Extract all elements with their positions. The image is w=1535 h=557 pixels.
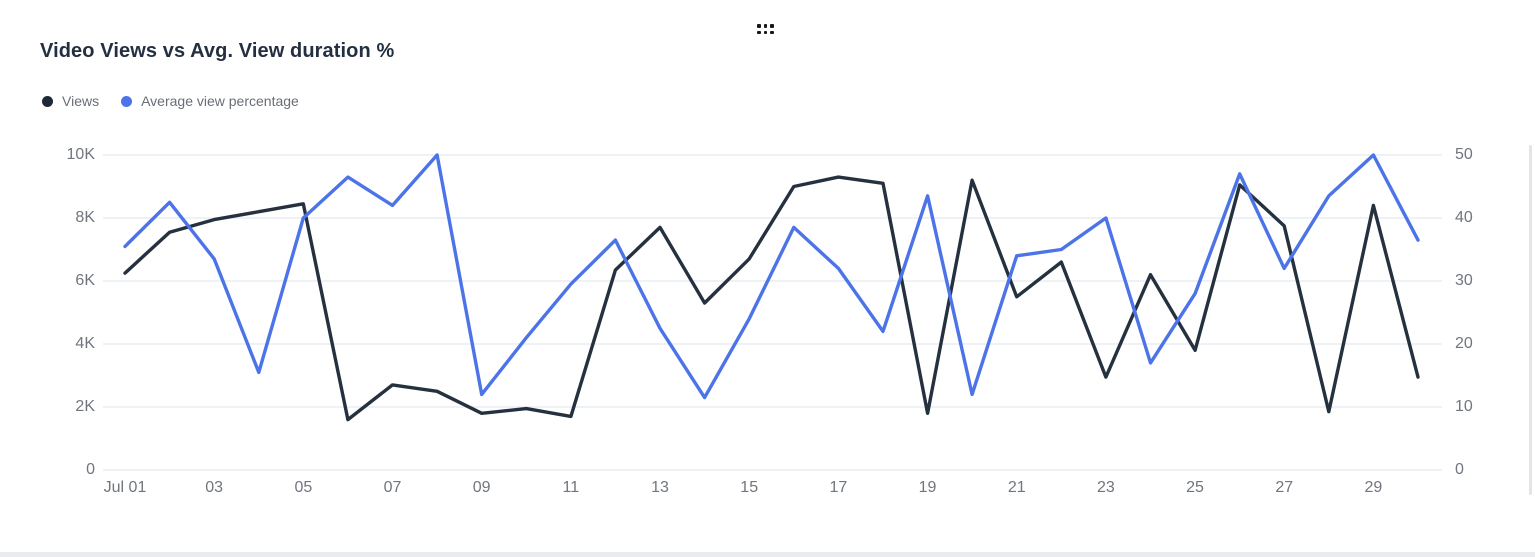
y-axis-left-tick-label: 6K [75, 272, 95, 289]
drag-handle-icon[interactable] [757, 24, 774, 34]
x-axis-tick-label: 09 [472, 479, 491, 496]
x-axis-tick-label: 21 [1007, 479, 1026, 496]
x-axis-tick-label: 13 [651, 479, 669, 496]
x-axis-tick-label: 15 [740, 479, 759, 496]
x-axis-tick-label: 07 [383, 479, 402, 496]
x-axis-tick-label: 17 [829, 479, 848, 496]
x-axis-tick-label: 29 [1364, 479, 1383, 496]
y-axis-right-tick-label: 20 [1455, 335, 1473, 352]
legend-label-average-view-percentage: Average view percentage [141, 93, 299, 109]
vertical-scrollbar[interactable] [1529, 145, 1532, 495]
y-axis-right-tick-label: 50 [1455, 146, 1473, 163]
views-series-dot-icon [42, 95, 53, 107]
y-axis-left-tick-label: 10K [66, 146, 95, 163]
page-bottom-edge [0, 552, 1535, 557]
x-axis-tick-label: 25 [1186, 479, 1204, 496]
x-axis-tick-label: Jul 01 [103, 479, 147, 496]
x-axis-tick-label: 11 [562, 479, 580, 496]
y-axis-right-tick-label: 40 [1455, 209, 1473, 226]
y-axis-right-tick-label: 10 [1455, 398, 1473, 415]
views-line[interactable] [123, 175, 1420, 422]
y-axis-left-tick-label: 4K [75, 335, 95, 352]
avg-view-percentage-line[interactable] [123, 153, 1420, 400]
chart-legend: Views Average view percentage [42, 93, 299, 109]
chart-title: Video Views vs Avg. View duration % [40, 40, 395, 62]
x-axis-tick-label: 19 [918, 479, 937, 496]
legend-item-views[interactable]: Views [42, 93, 99, 109]
y-axis-left-tick-label: 8K [75, 209, 95, 226]
y-axis-right-tick-label: 30 [1455, 272, 1473, 289]
x-axis-tick-label: 05 [294, 479, 313, 496]
avg-view-percentage-series-dot-icon [121, 95, 133, 107]
x-axis-tick-label: 23 [1096, 479, 1115, 496]
legend-item-average-view-percentage[interactable]: Average view percentage [121, 93, 299, 109]
legend-label-views: Views [62, 93, 100, 109]
y-axis-right-tick-label: 0 [1455, 461, 1464, 478]
x-axis-tick-label: 27 [1275, 479, 1294, 496]
x-axis-tick-label: 03 [205, 479, 224, 496]
y-axis-left-tick-label: 0 [86, 461, 95, 478]
y-axis-left-tick-label: 2K [75, 398, 95, 415]
